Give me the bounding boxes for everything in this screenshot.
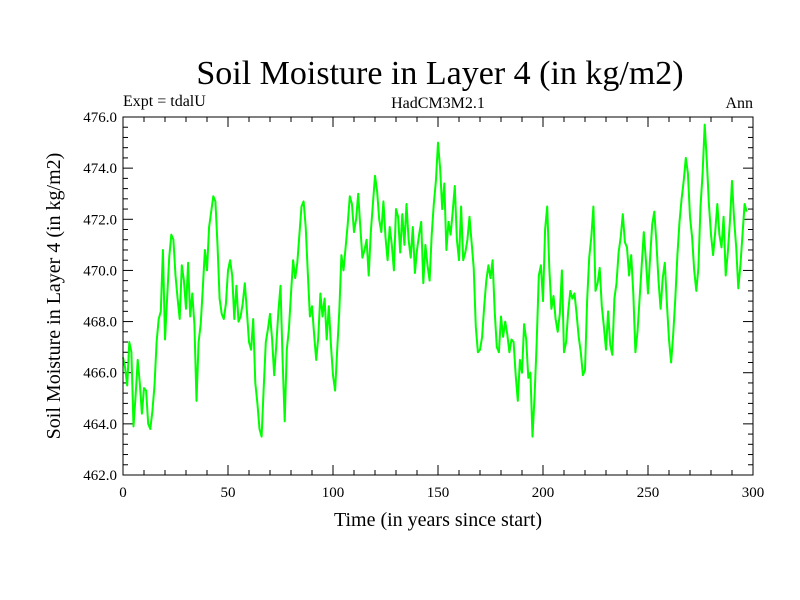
experiment-label: Expt = tdalU: [123, 93, 206, 110]
period-label: Ann: [725, 95, 753, 112]
x-tick-label: 250: [637, 485, 660, 501]
y-tick-label: 466.0: [83, 366, 117, 382]
soil-moisture-series-line: [122, 123, 748, 438]
y-tick-label: 470.0: [83, 263, 117, 279]
y-tick-label: 462.0: [83, 468, 117, 484]
y-tick-label: 464.0: [83, 417, 117, 433]
x-axis-label: Time (in years since start): [334, 509, 542, 531]
x-tick-label: 0: [119, 485, 127, 501]
y-tick-label: 476.0: [83, 110, 117, 126]
chart-title: Soil Moisture in Layer 4 (in kg/m2): [196, 55, 683, 92]
x-tick-label: 100: [322, 485, 345, 501]
y-tick-label: 472.0: [83, 212, 117, 228]
y-tick-label: 468.0: [83, 315, 117, 331]
plot-frame: [122, 116, 754, 476]
x-tick-label: 50: [221, 485, 236, 501]
x-tick-label: 300: [742, 485, 765, 501]
y-tick-label: 474.0: [83, 161, 117, 177]
model-label: HadCM3M2.1: [391, 95, 485, 112]
x-tick-label: 150: [427, 485, 450, 501]
x-tick-label: 200: [532, 485, 555, 501]
y-axis-label: Soil Moisture in Layer 4 (in kg/m2): [43, 153, 65, 440]
